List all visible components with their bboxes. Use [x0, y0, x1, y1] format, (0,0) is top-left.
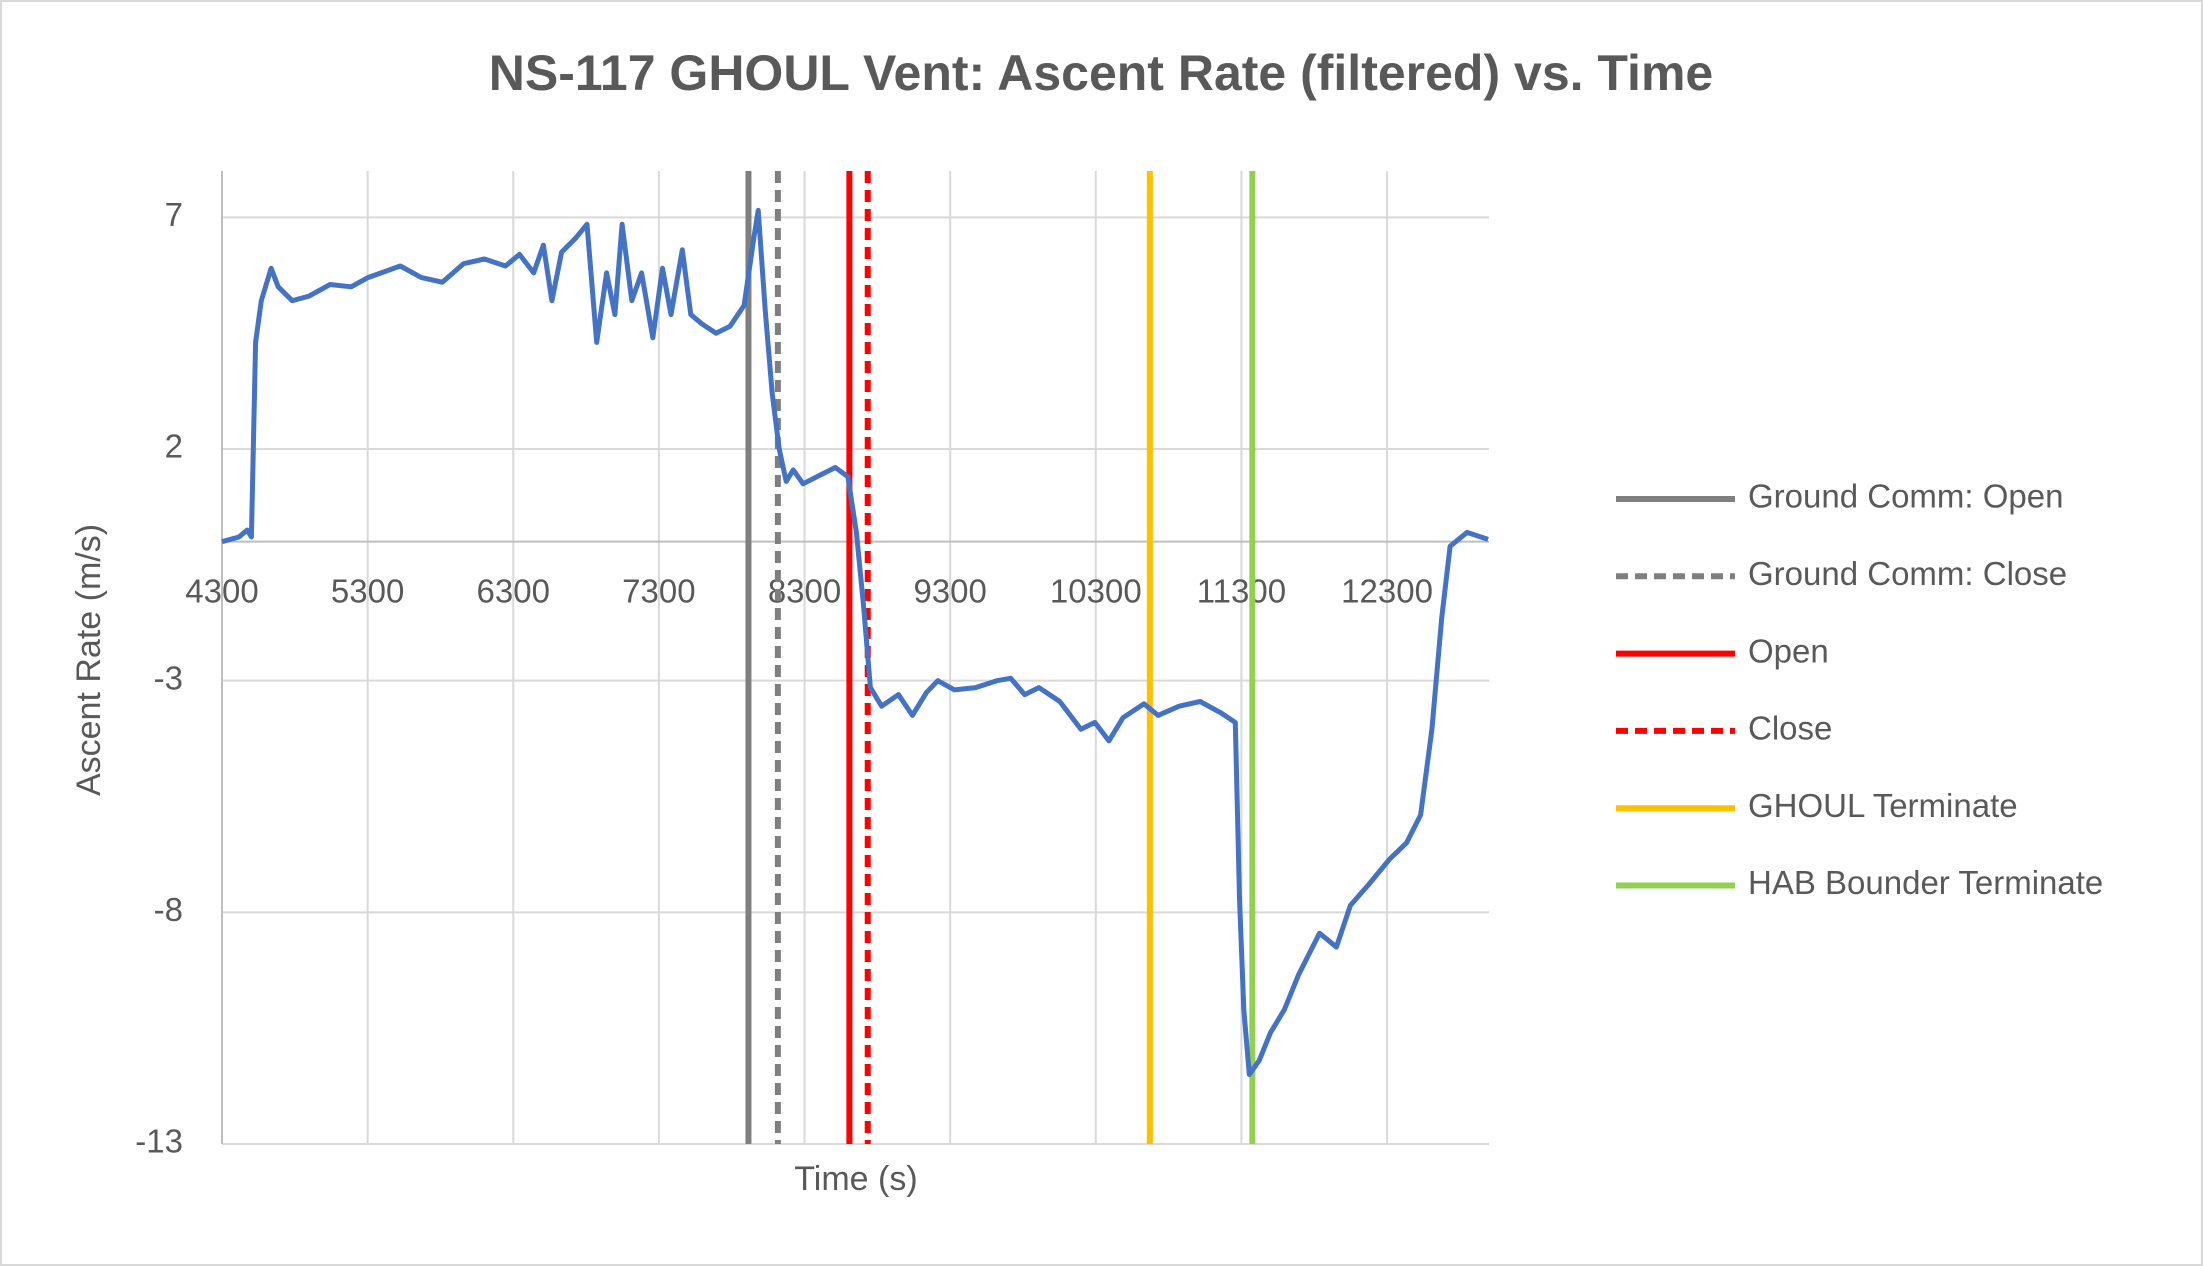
x-tick-label: 12300	[1341, 572, 1433, 609]
x-tick-label: 9300	[913, 572, 986, 609]
x-tick-label: 11300	[1197, 572, 1286, 609]
y-axis-label: Ascent Rate (m/s)	[70, 524, 108, 796]
legend-label: HAB Bounder Terminate	[1748, 864, 2103, 901]
x-tick-label: 5300	[331, 572, 404, 609]
legend-label: Open	[1748, 632, 1829, 669]
y-tick-label: -13	[135, 1123, 183, 1160]
data-line	[221, 207, 1489, 1077]
legend-label: Ground Comm: Open	[1748, 478, 2063, 515]
y-tick-label: 7	[165, 196, 183, 233]
y-tick-label: 2	[165, 428, 183, 465]
x-axis-label: Time (s)	[794, 1160, 917, 1198]
x-tick-label: 6300	[477, 572, 550, 609]
chart-title: NS-117 GHOUL Vent: Ascent Rate (filtered…	[489, 45, 1713, 101]
y-tick-label: -8	[154, 891, 183, 928]
legend-label: GHOUL Terminate	[1748, 787, 2018, 824]
x-tick-label: 7300	[622, 572, 695, 609]
x-tick-label: 10300	[1050, 572, 1142, 609]
y-tick-label: -3	[154, 659, 183, 696]
legend-label: Close	[1748, 710, 1832, 747]
legend-label: Ground Comm: Close	[1748, 555, 2067, 592]
